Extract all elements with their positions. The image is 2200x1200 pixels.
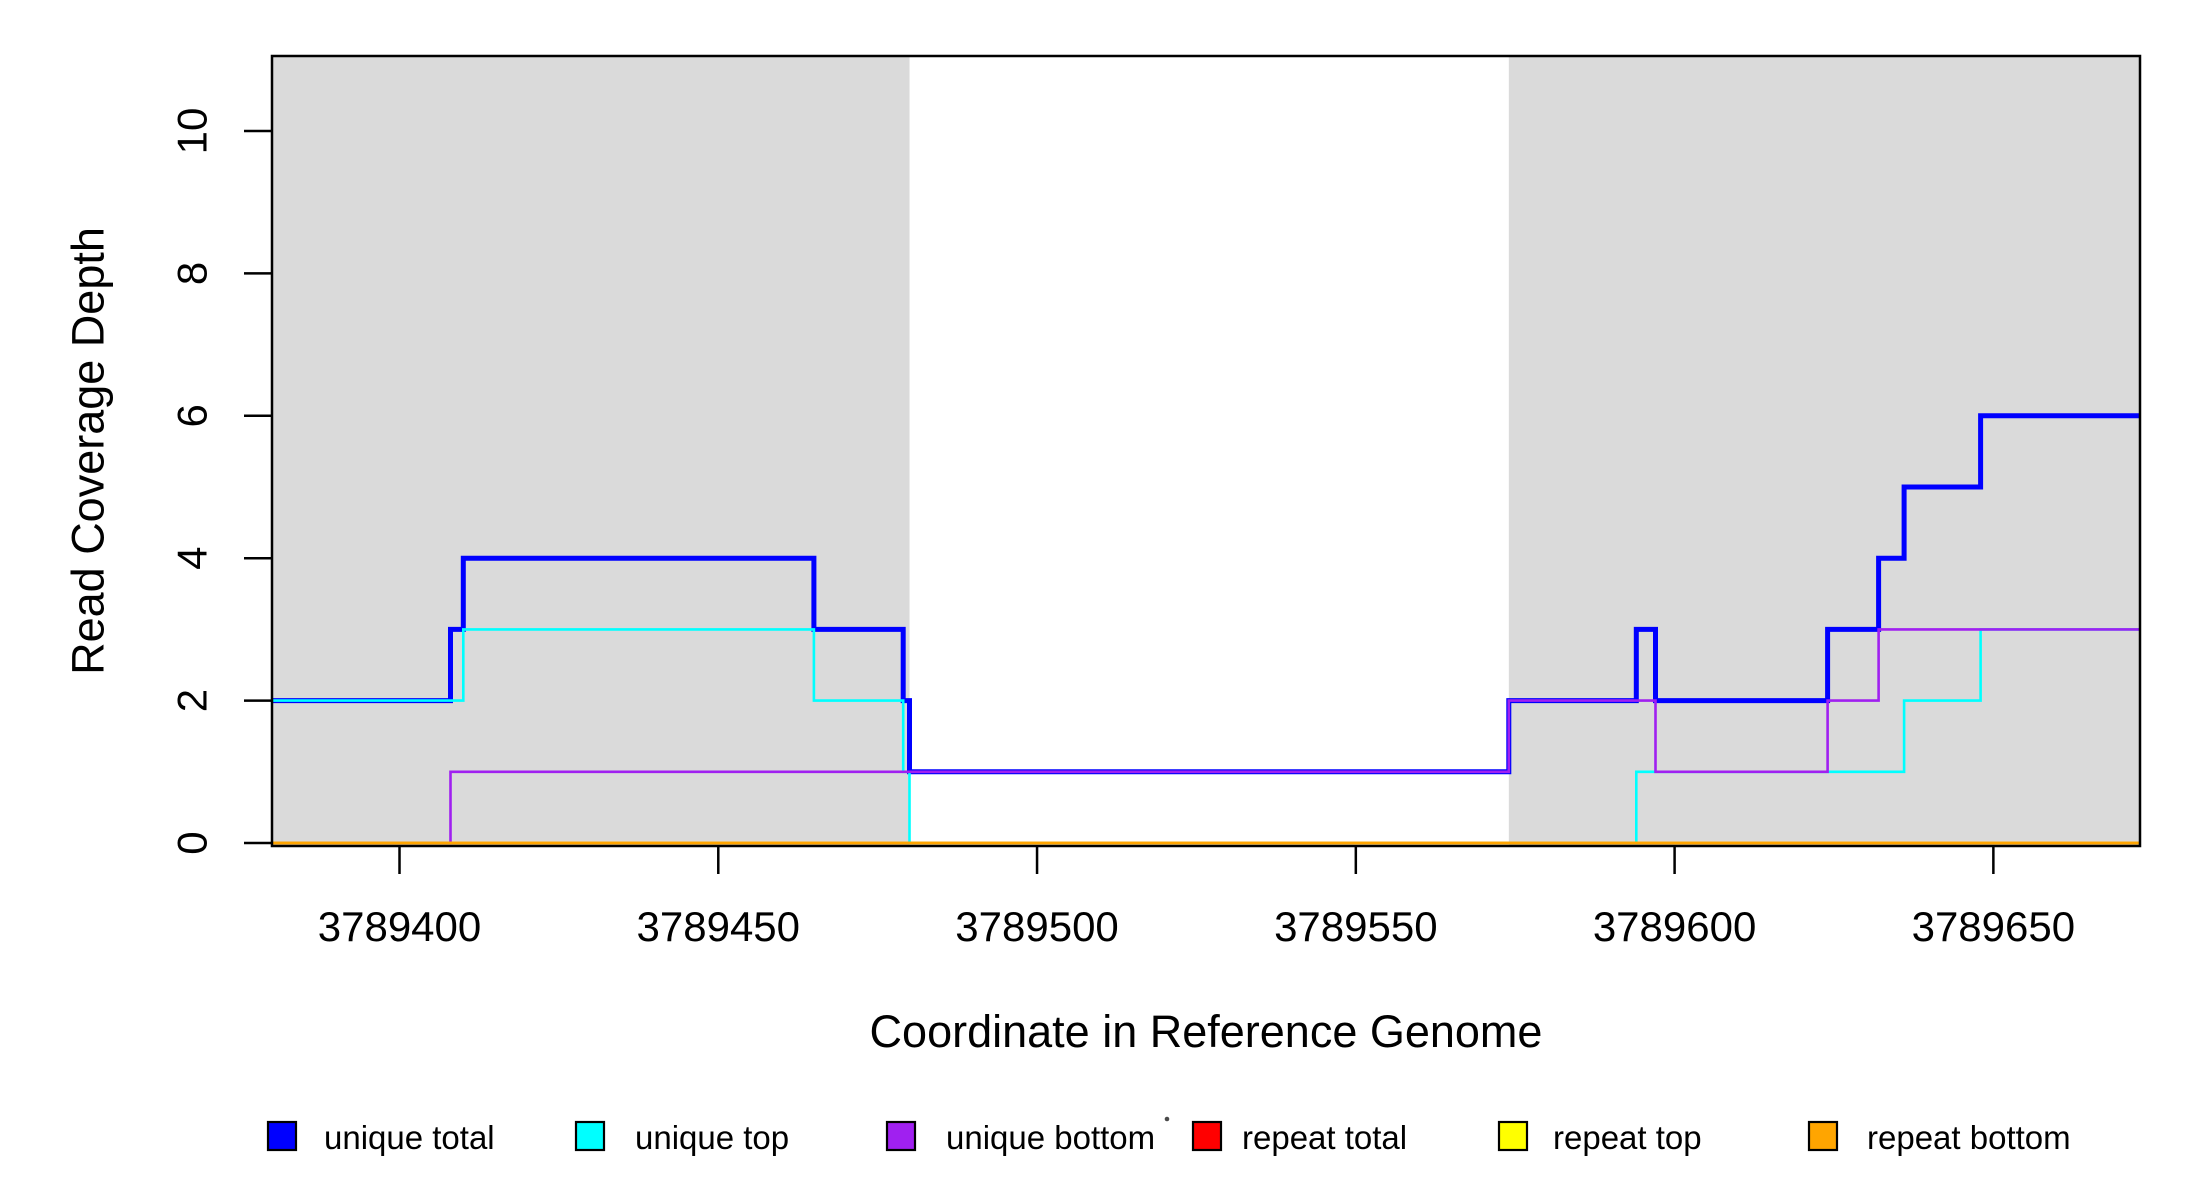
legend-swatch-repeat-bottom bbox=[1807, 1120, 1839, 1152]
y-axis-label: Read Coverage Depth bbox=[63, 227, 114, 675]
y-axis-tick-label: 8 bbox=[169, 262, 216, 285]
legend-label-unique-bottom: unique bottom bbox=[946, 1119, 1155, 1156]
y-axis-tick-label: 4 bbox=[169, 547, 216, 570]
stray-dot bbox=[1164, 1116, 1170, 1122]
y-axis-tick-label: 6 bbox=[169, 404, 216, 427]
x-axis-tick-label: 3789650 bbox=[1912, 903, 2076, 950]
legend-label-unique-total: unique total bbox=[324, 1119, 495, 1156]
x-axis-tick-label: 3789400 bbox=[318, 903, 482, 950]
legend-label-unique-top: unique top bbox=[635, 1119, 789, 1156]
x-axis-tick-label: 3789450 bbox=[637, 903, 801, 950]
legend-swatch-unique-total bbox=[266, 1120, 298, 1152]
legend-swatch-repeat-top bbox=[1497, 1120, 1529, 1152]
y-axis-tick-label: 0 bbox=[169, 831, 216, 854]
y-axis-tick-label: 10 bbox=[169, 108, 216, 155]
legend-swatch-repeat-total bbox=[1191, 1120, 1223, 1152]
series-line-unique-top bbox=[272, 628, 2140, 845]
legend-swatch-unique-top bbox=[574, 1120, 606, 1152]
shaded-region-left bbox=[272, 56, 910, 846]
x-axis-tick-label: 3789600 bbox=[1593, 903, 1757, 950]
plot-box bbox=[270, 54, 2142, 848]
series-line-unique-bottom bbox=[272, 628, 2140, 845]
x-axis-tick-label: 3789500 bbox=[955, 903, 1119, 950]
x-axis-label: Coordinate in Reference Genome bbox=[870, 1006, 1543, 1057]
shaded-region-right bbox=[1508, 56, 2140, 846]
legend-label-repeat-bottom: repeat bottom bbox=[1867, 1119, 2071, 1156]
y-axis-tick-label: 2 bbox=[169, 689, 216, 712]
legend-swatch-unique-bottom bbox=[885, 1120, 917, 1152]
x-axis-tick-label: 3789550 bbox=[1274, 903, 1438, 950]
legend-label-repeat-top: repeat top bbox=[1553, 1119, 1702, 1156]
legend-label-repeat-total: repeat total bbox=[1242, 1119, 1407, 1156]
